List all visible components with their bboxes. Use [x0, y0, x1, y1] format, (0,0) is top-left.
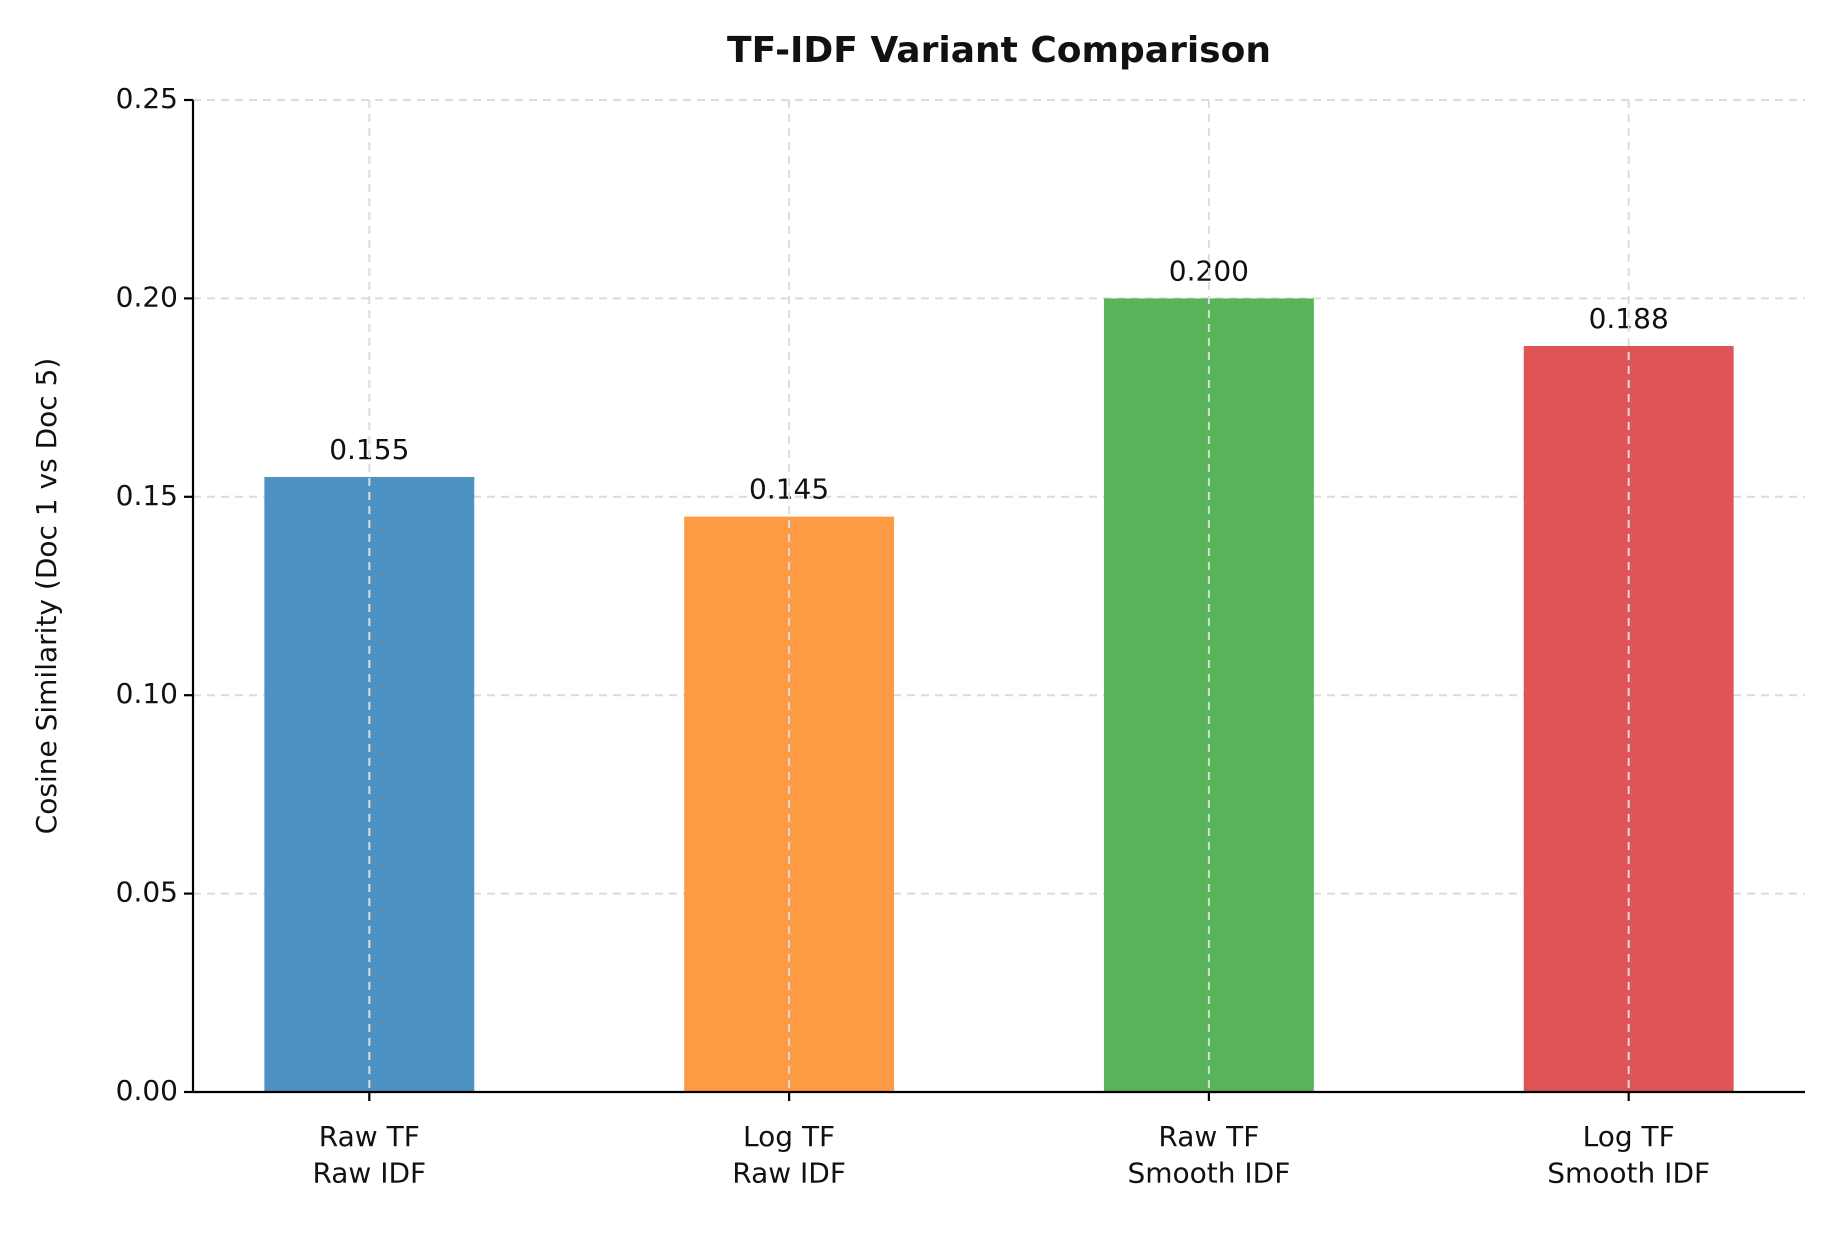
x-tick-label: Raw TF Raw IDF — [312, 1120, 426, 1189]
y-tick-label: 0.20 — [116, 280, 178, 313]
x-tick-label: Raw TF Smooth IDF — [1127, 1120, 1290, 1189]
x-tick-label: Log TF Smooth IDF — [1547, 1120, 1710, 1189]
y-axis-label: Cosine Similarity (Doc 1 vs Doc 5) — [30, 358, 63, 835]
value-label: 0.145 — [749, 473, 829, 506]
y-tick-label: 0.10 — [116, 677, 178, 710]
y-tick-label: 0.15 — [116, 479, 178, 512]
y-tick-label: 0.05 — [116, 876, 178, 909]
chart-title: TF-IDF Variant Comparison — [727, 30, 1271, 71]
x-tick-label: Log TF Raw IDF — [732, 1120, 846, 1189]
y-tick-label: 0.25 — [116, 82, 178, 115]
y-tick-label: 0.00 — [116, 1074, 178, 1107]
